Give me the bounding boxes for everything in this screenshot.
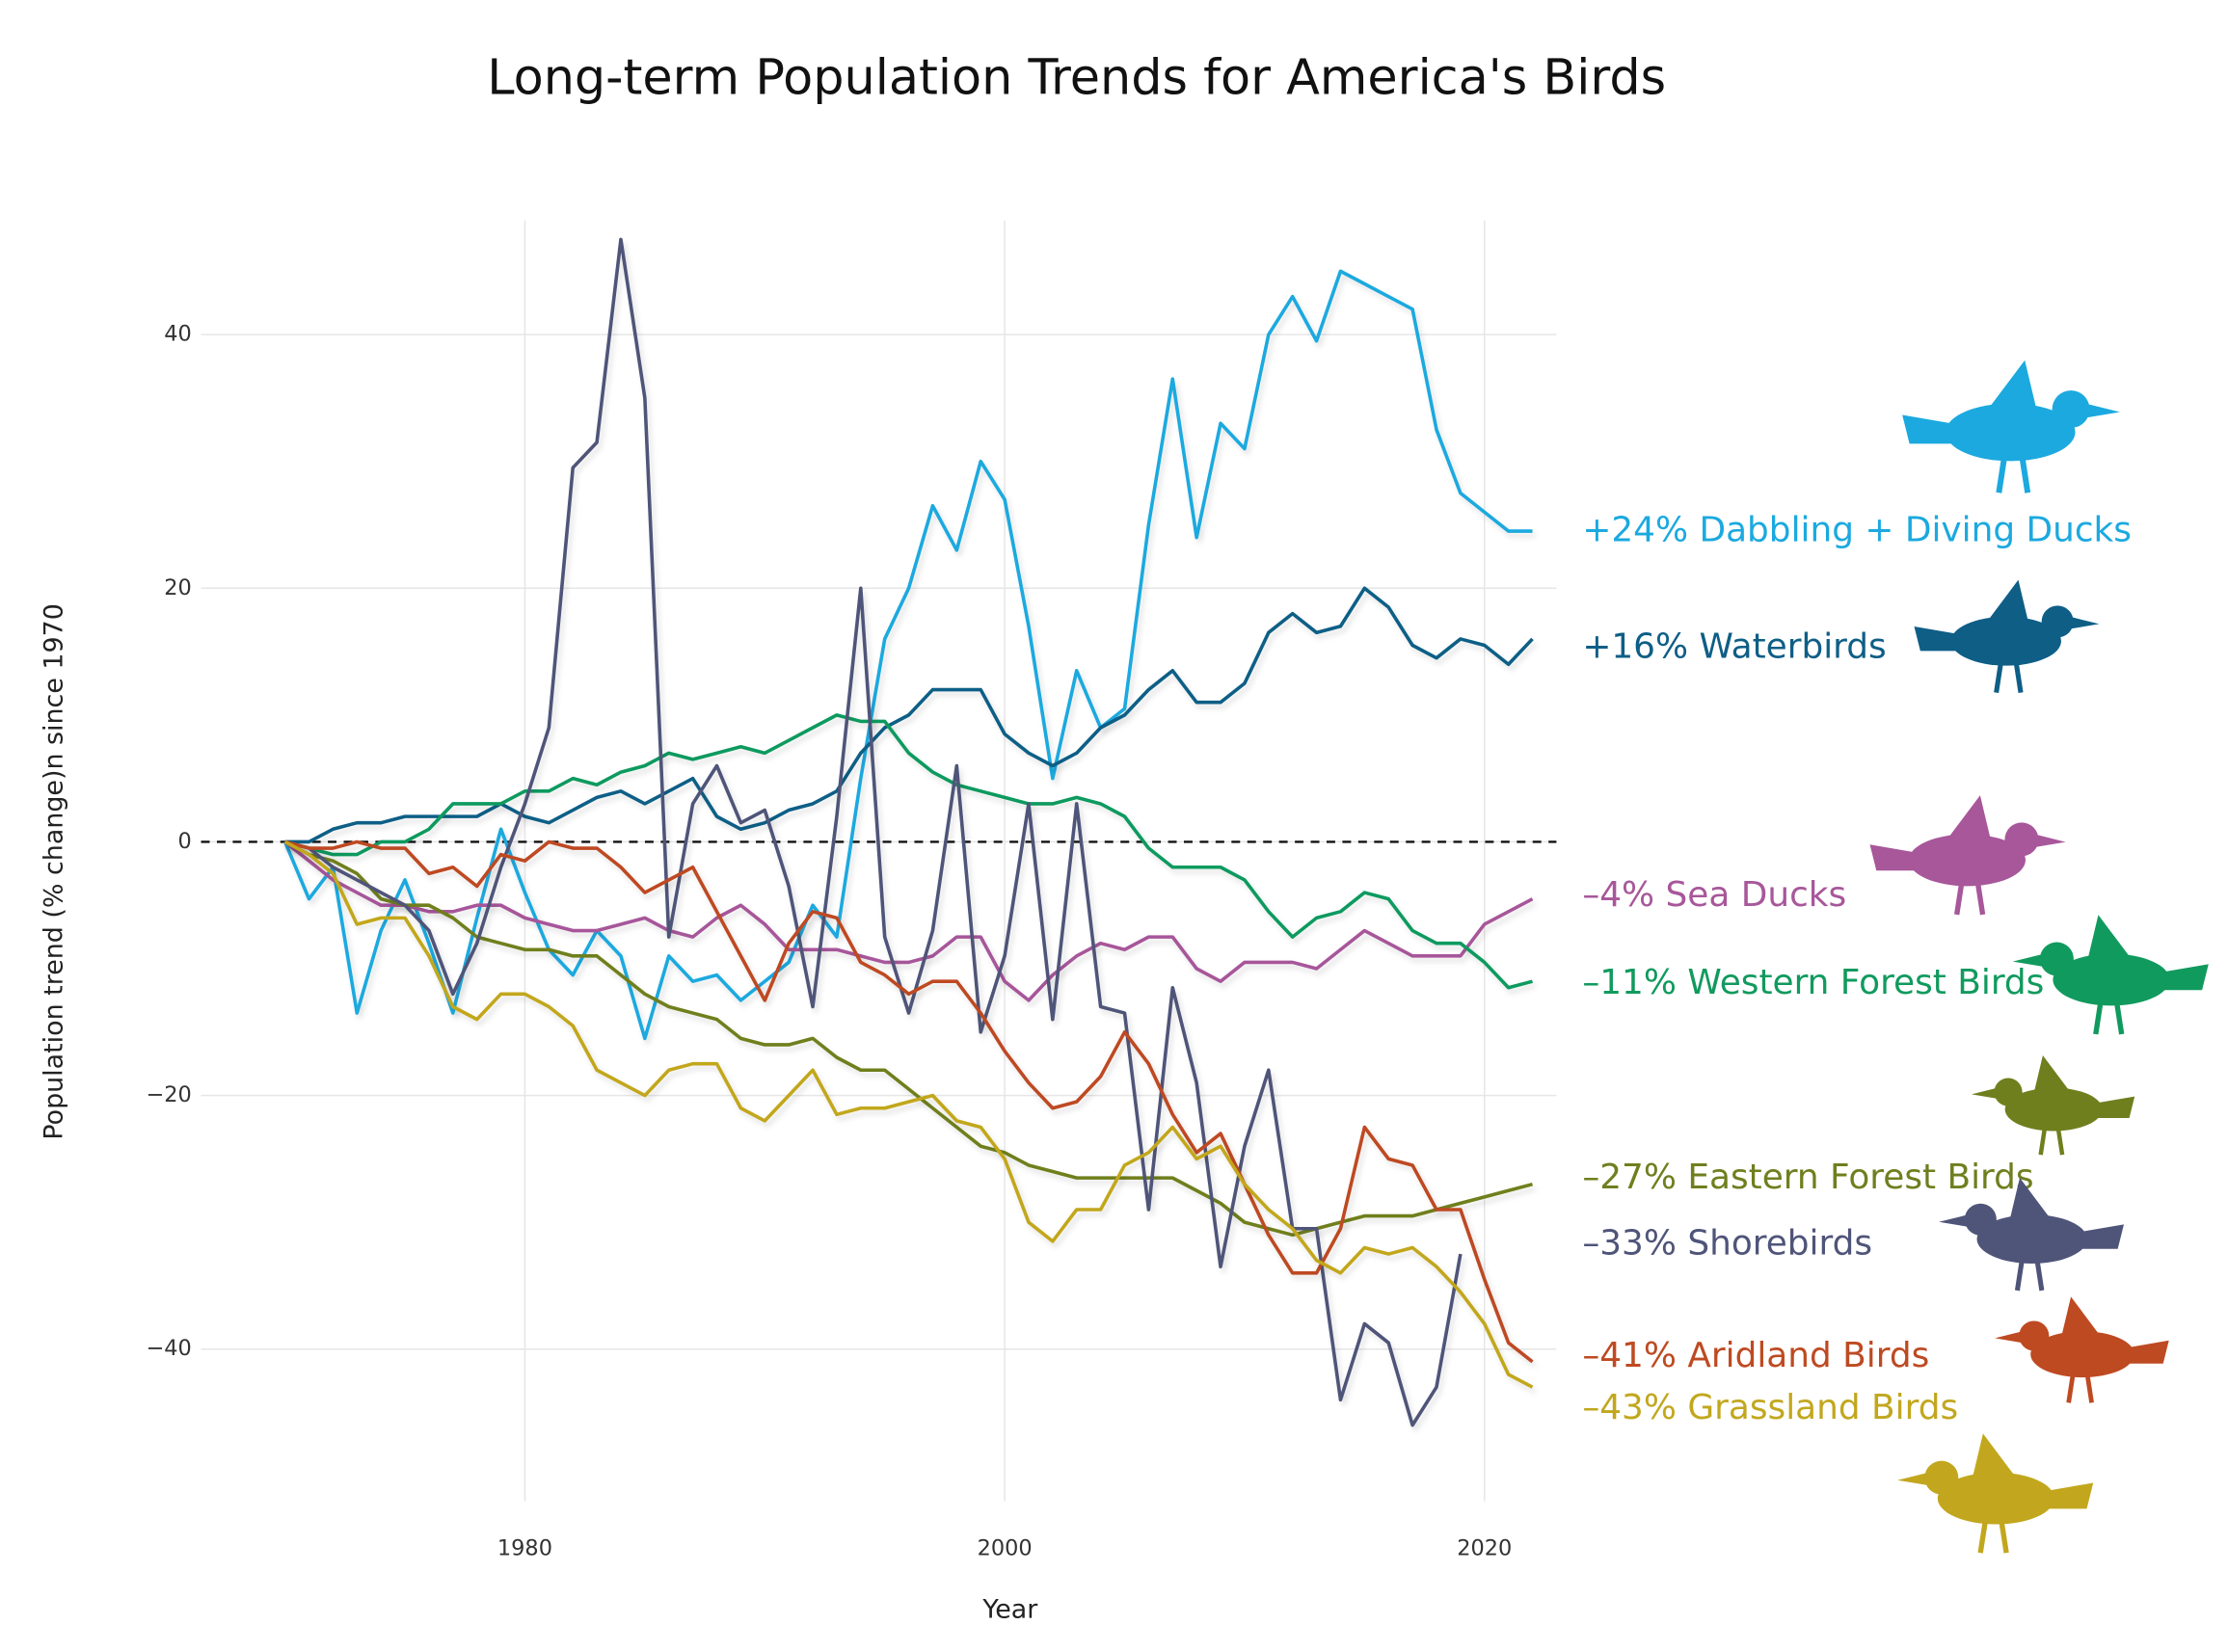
bird-wing	[1981, 360, 2040, 421]
bird-head	[2052, 390, 2090, 428]
bird-beak	[1897, 1472, 1929, 1486]
bird-icon	[1902, 360, 2120, 493]
bird-body	[2004, 1087, 2103, 1132]
bird-tail	[2162, 964, 2209, 991]
bird-wing	[2085, 915, 2137, 970]
series-line	[284, 839, 1534, 1364]
bird-tail	[2128, 1340, 2169, 1364]
y-tick-label: 0	[178, 829, 192, 854]
bird-head	[2004, 822, 2039, 857]
bird-wing	[2059, 1296, 2106, 1346]
series-line	[284, 586, 1534, 844]
bird-body	[1976, 1214, 2087, 1264]
bird-icon	[2012, 915, 2209, 1035]
bird-legs	[1954, 880, 1986, 916]
bird-tail	[2096, 1096, 2135, 1119]
bird-legs	[1977, 1518, 2009, 1554]
bird-body	[1950, 616, 2061, 666]
bird-icon	[1939, 1178, 2124, 1292]
bird-legs	[2038, 1126, 2065, 1156]
lines	[282, 237, 1534, 1427]
series-label: –4% Sea Ducks	[1582, 875, 1846, 915]
series-label: –43% Grassland Birds	[1582, 1388, 1958, 1427]
bird-body	[1908, 834, 2026, 887]
bird-beak	[2069, 616, 2100, 629]
bird-beak	[2034, 834, 2066, 847]
y-tick-label: −40	[147, 1336, 192, 1361]
bird-head	[2041, 605, 2074, 638]
series-line	[284, 237, 1463, 1427]
bird-head	[1994, 1078, 2023, 1106]
y-tick-label: 20	[164, 575, 192, 600]
bird-tail	[2080, 1224, 2124, 1249]
y-tick-label: −20	[147, 1082, 192, 1107]
bird-head	[1964, 1203, 1997, 1236]
bird-legs	[2093, 999, 2125, 1035]
series-label: +16% Waterbirds	[1582, 627, 1886, 667]
bird-head	[2019, 1320, 2050, 1351]
series-label: +24% Dabbling + Diving Ducks	[1582, 511, 2132, 550]
series-label: –41% Aridland Birds	[1582, 1336, 1929, 1375]
bird-beak	[1971, 1087, 1998, 1099]
bird-body	[2053, 953, 2170, 1006]
y-tick-label: 40	[164, 322, 192, 347]
labels: +24% Dabbling + Diving Ducks +16% Waterbi…	[1582, 360, 2209, 1554]
grid: −40 −20 0 20 40 1980 2000 2020	[147, 220, 1557, 1560]
bird-icon	[1971, 1054, 2135, 1156]
series-line	[282, 269, 1533, 1041]
bird-wing	[1941, 795, 1994, 850]
bird-head	[1924, 1460, 1959, 1495]
bird-wing	[2007, 1178, 2057, 1230]
series-label: –11% Western Forest Birds	[1582, 963, 2044, 1002]
bird-head	[2039, 942, 2074, 976]
series-line	[283, 839, 1533, 1238]
bird-beak	[2085, 403, 2120, 418]
bird-legs	[2014, 1258, 2045, 1292]
series-label: –27% Eastern Forest Birds	[1582, 1158, 2033, 1197]
bird-icon	[1914, 579, 2100, 693]
series-line	[283, 840, 1534, 1002]
x-tick-label: 2020	[1457, 1535, 1512, 1560]
bird-legs	[2066, 1372, 2094, 1403]
bird-tail	[2048, 1482, 2094, 1509]
bird-tail	[1914, 626, 1957, 652]
bird-icon	[1897, 1433, 2094, 1554]
series-line	[283, 839, 1534, 1389]
bird-icon	[1869, 795, 2066, 916]
x-tick-label: 2000	[978, 1535, 1033, 1560]
bird-body	[1937, 1472, 2054, 1525]
x-axis-label: Year	[981, 1595, 1038, 1625]
bird-icon	[1995, 1296, 2169, 1403]
bird-beak	[1995, 1331, 2023, 1344]
bird-wing	[1981, 579, 2031, 632]
bird-tail	[1902, 414, 1953, 444]
bird-tail	[1869, 844, 1916, 871]
chart-title: Long-term Population Trends for America'…	[487, 49, 1666, 106]
x-tick-label: 1980	[497, 1535, 552, 1560]
series-label: –33% Shorebirds	[1582, 1224, 1872, 1264]
bird-beak	[2012, 953, 2044, 968]
bird-wing	[2031, 1054, 2076, 1102]
y-axis-label: Population trend (% change)n since 1970	[39, 603, 68, 1140]
bird-body	[2030, 1331, 2134, 1378]
bird-body	[1946, 403, 2076, 462]
bird-legs	[1994, 660, 2024, 693]
bird-wing	[1970, 1433, 2023, 1488]
series-line	[284, 713, 1533, 990]
bird-legs	[1996, 454, 2031, 493]
bird-beak	[1939, 1214, 1969, 1227]
